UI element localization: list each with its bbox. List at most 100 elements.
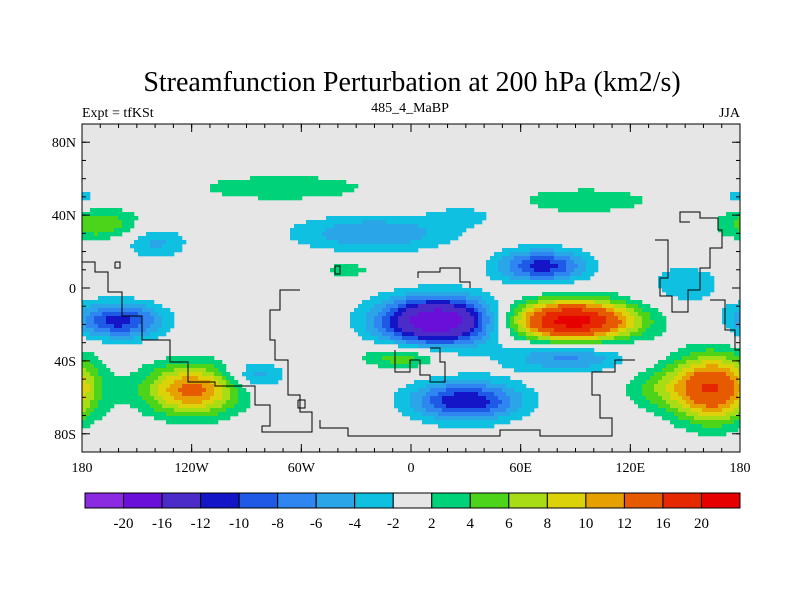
contour-cell: [578, 336, 583, 341]
contour-cell: [582, 304, 587, 309]
contour-cell: [226, 376, 231, 381]
contour-cell: [434, 228, 439, 233]
contour-cell: [206, 388, 211, 393]
contour-cell: [158, 364, 163, 369]
contour-cell: [518, 256, 523, 261]
contour-cell: [462, 412, 467, 417]
contour-cell: [154, 392, 159, 397]
contour-cell: [594, 208, 599, 213]
contour-cell: [666, 416, 671, 421]
contour-cell: [422, 308, 427, 313]
contour-cell: [226, 184, 231, 189]
contour-cell: [538, 368, 543, 373]
contour-cell: [434, 300, 439, 305]
contour-cell: [494, 316, 499, 321]
y-tick-label: 40S: [54, 355, 76, 370]
contour-cell: [650, 384, 655, 389]
contour-cell: [86, 332, 91, 337]
contour-cell: [442, 288, 447, 293]
contour-cell: [206, 376, 211, 381]
contour-cell: [614, 328, 619, 333]
contour-cell: [322, 236, 327, 241]
contour-cell: [598, 336, 603, 341]
contour-cell: [138, 372, 143, 377]
contour-cell: [406, 288, 411, 293]
contour-cell: [94, 324, 99, 329]
contour-cell: [518, 280, 523, 285]
contour-cell: [682, 424, 687, 429]
contour-cell: [386, 356, 391, 361]
contour-cell: [234, 192, 239, 197]
contour-cell: [278, 196, 283, 201]
contour-cell: [150, 316, 155, 321]
contour-cell: [586, 272, 591, 277]
contour-cell: [394, 296, 399, 301]
contour-cell: [90, 396, 95, 401]
contour-cell: [646, 336, 651, 341]
contour-cell: [586, 348, 591, 353]
contour-cell: [150, 328, 155, 333]
contour-cell: [582, 272, 587, 277]
contour-cell: [422, 232, 427, 237]
contour-cell: [738, 400, 741, 405]
contour-cell: [314, 236, 319, 241]
contour-cell: [546, 328, 551, 333]
contour-cell: [326, 240, 331, 245]
contour-cell: [654, 400, 659, 405]
contour-cell: [386, 324, 391, 329]
contour-cell: [726, 360, 731, 365]
contour-cell: [358, 232, 363, 237]
contour-cell: [562, 364, 567, 369]
contour-cell: [730, 192, 735, 197]
contour-cell: [378, 340, 383, 345]
contour-cell: [294, 180, 299, 185]
contour-cell: [114, 304, 119, 309]
contour-cell: [214, 396, 219, 401]
contour-cell: [722, 368, 727, 373]
contour-cell: [122, 220, 127, 225]
contour-cell: [670, 400, 675, 405]
contour-cell: [466, 332, 471, 337]
contour-cell: [154, 252, 159, 257]
contour-cell: [718, 400, 723, 405]
contour-cell: [526, 244, 531, 249]
contour-cell: [470, 288, 475, 293]
contour-cell: [526, 324, 531, 329]
contour-cell: [558, 264, 563, 269]
contour-cell: [542, 332, 547, 337]
contour-cell: [730, 324, 735, 329]
contour-cell: [342, 184, 347, 189]
contour-cell: [118, 220, 123, 225]
contour-cell: [390, 364, 395, 369]
contour-cell: [110, 312, 115, 317]
contour-cell: [442, 232, 447, 237]
contour-cell: [610, 356, 615, 361]
contour-cell: [558, 192, 563, 197]
contour-cell: [462, 340, 467, 345]
contour-cell: [658, 408, 663, 413]
contour-cell: [582, 200, 587, 205]
contour-cell: [538, 364, 543, 369]
contour-cell: [362, 268, 367, 273]
contour-cell: [586, 300, 591, 305]
contour-cell: [538, 348, 543, 353]
contour-cell: [702, 360, 707, 365]
contour-cell: [630, 384, 635, 389]
contour-cell: [162, 372, 167, 377]
contour-cell: [446, 216, 451, 221]
contour-cell: [550, 200, 555, 205]
contour-cell: [634, 324, 639, 329]
contour-cell: [542, 264, 547, 269]
contour-cell: [126, 304, 131, 309]
contour-cell: [738, 192, 741, 197]
contour-cell: [362, 244, 367, 249]
contour-cell: [110, 300, 115, 305]
contour-cell: [194, 404, 199, 409]
contour-cell: [598, 192, 603, 197]
contour-cell: [162, 388, 167, 393]
contour-cell: [310, 240, 315, 245]
contour-cell: [138, 388, 143, 393]
contour-cell: [570, 340, 575, 345]
contour-cell: [434, 284, 439, 289]
contour-cell: [566, 204, 571, 209]
